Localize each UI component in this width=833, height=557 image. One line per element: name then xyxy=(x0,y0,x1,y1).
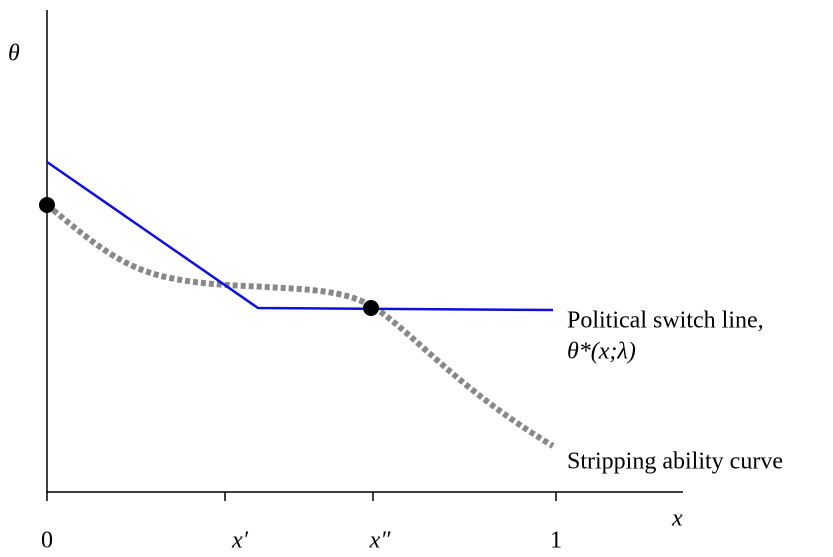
curve-label: θ*(x;λ) xyxy=(567,339,636,365)
y-axis-label: θ xyxy=(8,41,20,67)
political-switch-line xyxy=(46,160,554,312)
curve-label: Political switch line, xyxy=(567,308,764,334)
x-tick-label: x″ xyxy=(369,528,392,554)
tick-marks xyxy=(46,492,557,501)
point xyxy=(363,300,379,316)
point xyxy=(39,197,55,213)
x-tick-label: 1 xyxy=(550,528,562,554)
x-tick-label: x′ xyxy=(231,528,249,554)
x-axis-label: x xyxy=(671,506,683,532)
x-tick-label: 0 xyxy=(41,528,53,554)
curve-label: Stripping ability curve xyxy=(567,449,783,475)
stripping-ability-curve xyxy=(45,202,555,449)
